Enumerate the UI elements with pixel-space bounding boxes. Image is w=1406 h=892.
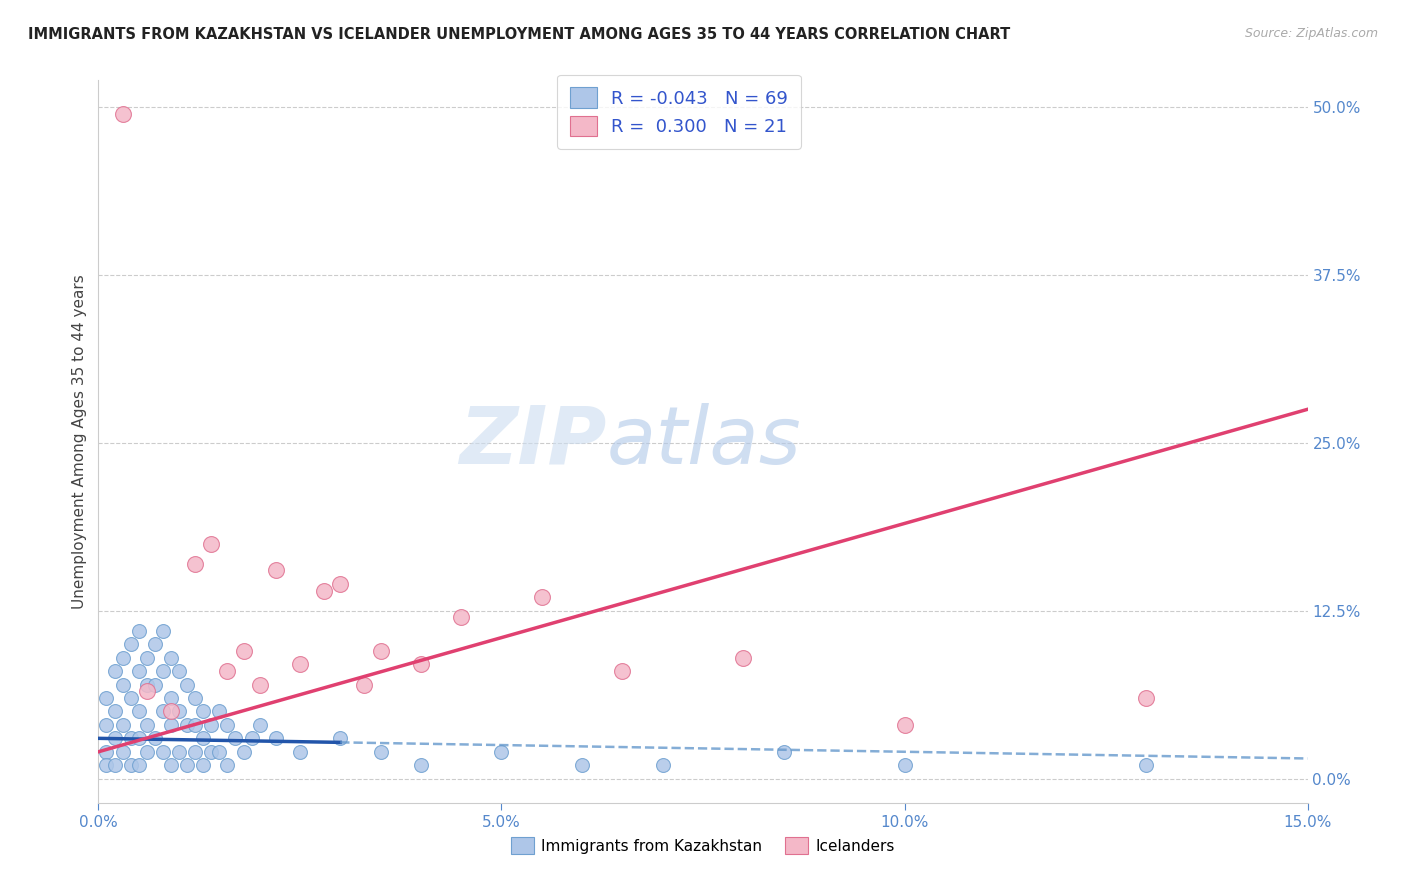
Text: IMMIGRANTS FROM KAZAKHSTAN VS ICELANDER UNEMPLOYMENT AMONG AGES 35 TO 44 YEARS C: IMMIGRANTS FROM KAZAKHSTAN VS ICELANDER … (28, 27, 1011, 42)
Point (1135, 691, 1157, 706)
Point (217, 718, 239, 732)
Point (160, 650, 183, 665)
Point (103, 664, 125, 678)
Legend: Immigrants from Kazakhstan, Icelanders: Immigrants from Kazakhstan, Icelanders (505, 831, 901, 860)
Text: atlas: atlas (606, 402, 801, 481)
Point (120, 731, 142, 746)
Point (96, 718, 118, 732)
Point (217, 758, 239, 772)
Point (200, 536, 222, 550)
Point (128, 731, 150, 746)
Point (184, 718, 207, 732)
Point (120, 691, 142, 706)
Point (152, 624, 174, 638)
Point (232, 644, 254, 658)
Point (143, 731, 166, 746)
Point (111, 678, 134, 692)
Point (1135, 758, 1157, 772)
Point (152, 745, 174, 759)
Point (193, 705, 215, 719)
Point (111, 718, 134, 732)
Point (450, 610, 472, 624)
Point (128, 664, 150, 678)
Point (184, 557, 207, 571)
Point (103, 758, 125, 772)
Point (152, 705, 174, 719)
Point (167, 745, 190, 759)
Point (111, 745, 134, 759)
Point (152, 664, 174, 678)
Point (103, 705, 125, 719)
Point (249, 678, 271, 692)
Point (176, 718, 198, 732)
Point (651, 758, 673, 772)
Point (96, 745, 118, 759)
Point (893, 718, 915, 732)
Point (160, 718, 183, 732)
Point (329, 577, 352, 591)
Point (200, 745, 222, 759)
Point (288, 657, 311, 672)
Point (128, 758, 150, 772)
Point (571, 758, 593, 772)
Point (370, 644, 392, 658)
Point (264, 564, 287, 578)
Point (232, 745, 254, 759)
Point (135, 650, 157, 665)
Point (128, 624, 150, 638)
Point (184, 691, 207, 706)
Point (143, 678, 166, 692)
Point (167, 664, 190, 678)
Point (96, 758, 118, 772)
Point (772, 745, 794, 759)
Text: Source: ZipAtlas.com: Source: ZipAtlas.com (1244, 27, 1378, 40)
Point (96, 691, 118, 706)
Point (264, 731, 287, 746)
Point (160, 758, 183, 772)
Point (288, 745, 311, 759)
Point (193, 731, 215, 746)
Point (217, 664, 239, 678)
Point (111, 107, 134, 121)
Text: ZIP: ZIP (458, 402, 606, 481)
Point (240, 731, 263, 746)
Point (329, 731, 352, 746)
Point (530, 591, 553, 605)
Point (353, 678, 375, 692)
Point (135, 745, 157, 759)
Point (120, 758, 142, 772)
Point (314, 583, 336, 598)
Point (612, 664, 634, 678)
Point (135, 684, 157, 698)
Point (370, 745, 392, 759)
Point (184, 745, 207, 759)
Point (208, 705, 231, 719)
Point (160, 691, 183, 706)
Point (200, 718, 222, 732)
Point (135, 678, 157, 692)
Point (193, 758, 215, 772)
Point (409, 657, 432, 672)
Point (491, 745, 513, 759)
Point (176, 678, 198, 692)
Point (103, 731, 125, 746)
Point (733, 650, 755, 665)
Point (167, 705, 190, 719)
Point (249, 718, 271, 732)
Point (208, 745, 231, 759)
Point (893, 758, 915, 772)
Point (224, 731, 246, 746)
Point (409, 758, 432, 772)
Point (160, 705, 183, 719)
Point (176, 758, 198, 772)
Point (111, 650, 134, 665)
Y-axis label: Unemployment Among Ages 35 to 44 years: Unemployment Among Ages 35 to 44 years (72, 274, 87, 609)
Point (128, 705, 150, 719)
Point (135, 718, 157, 732)
Point (120, 637, 142, 651)
Point (143, 637, 166, 651)
